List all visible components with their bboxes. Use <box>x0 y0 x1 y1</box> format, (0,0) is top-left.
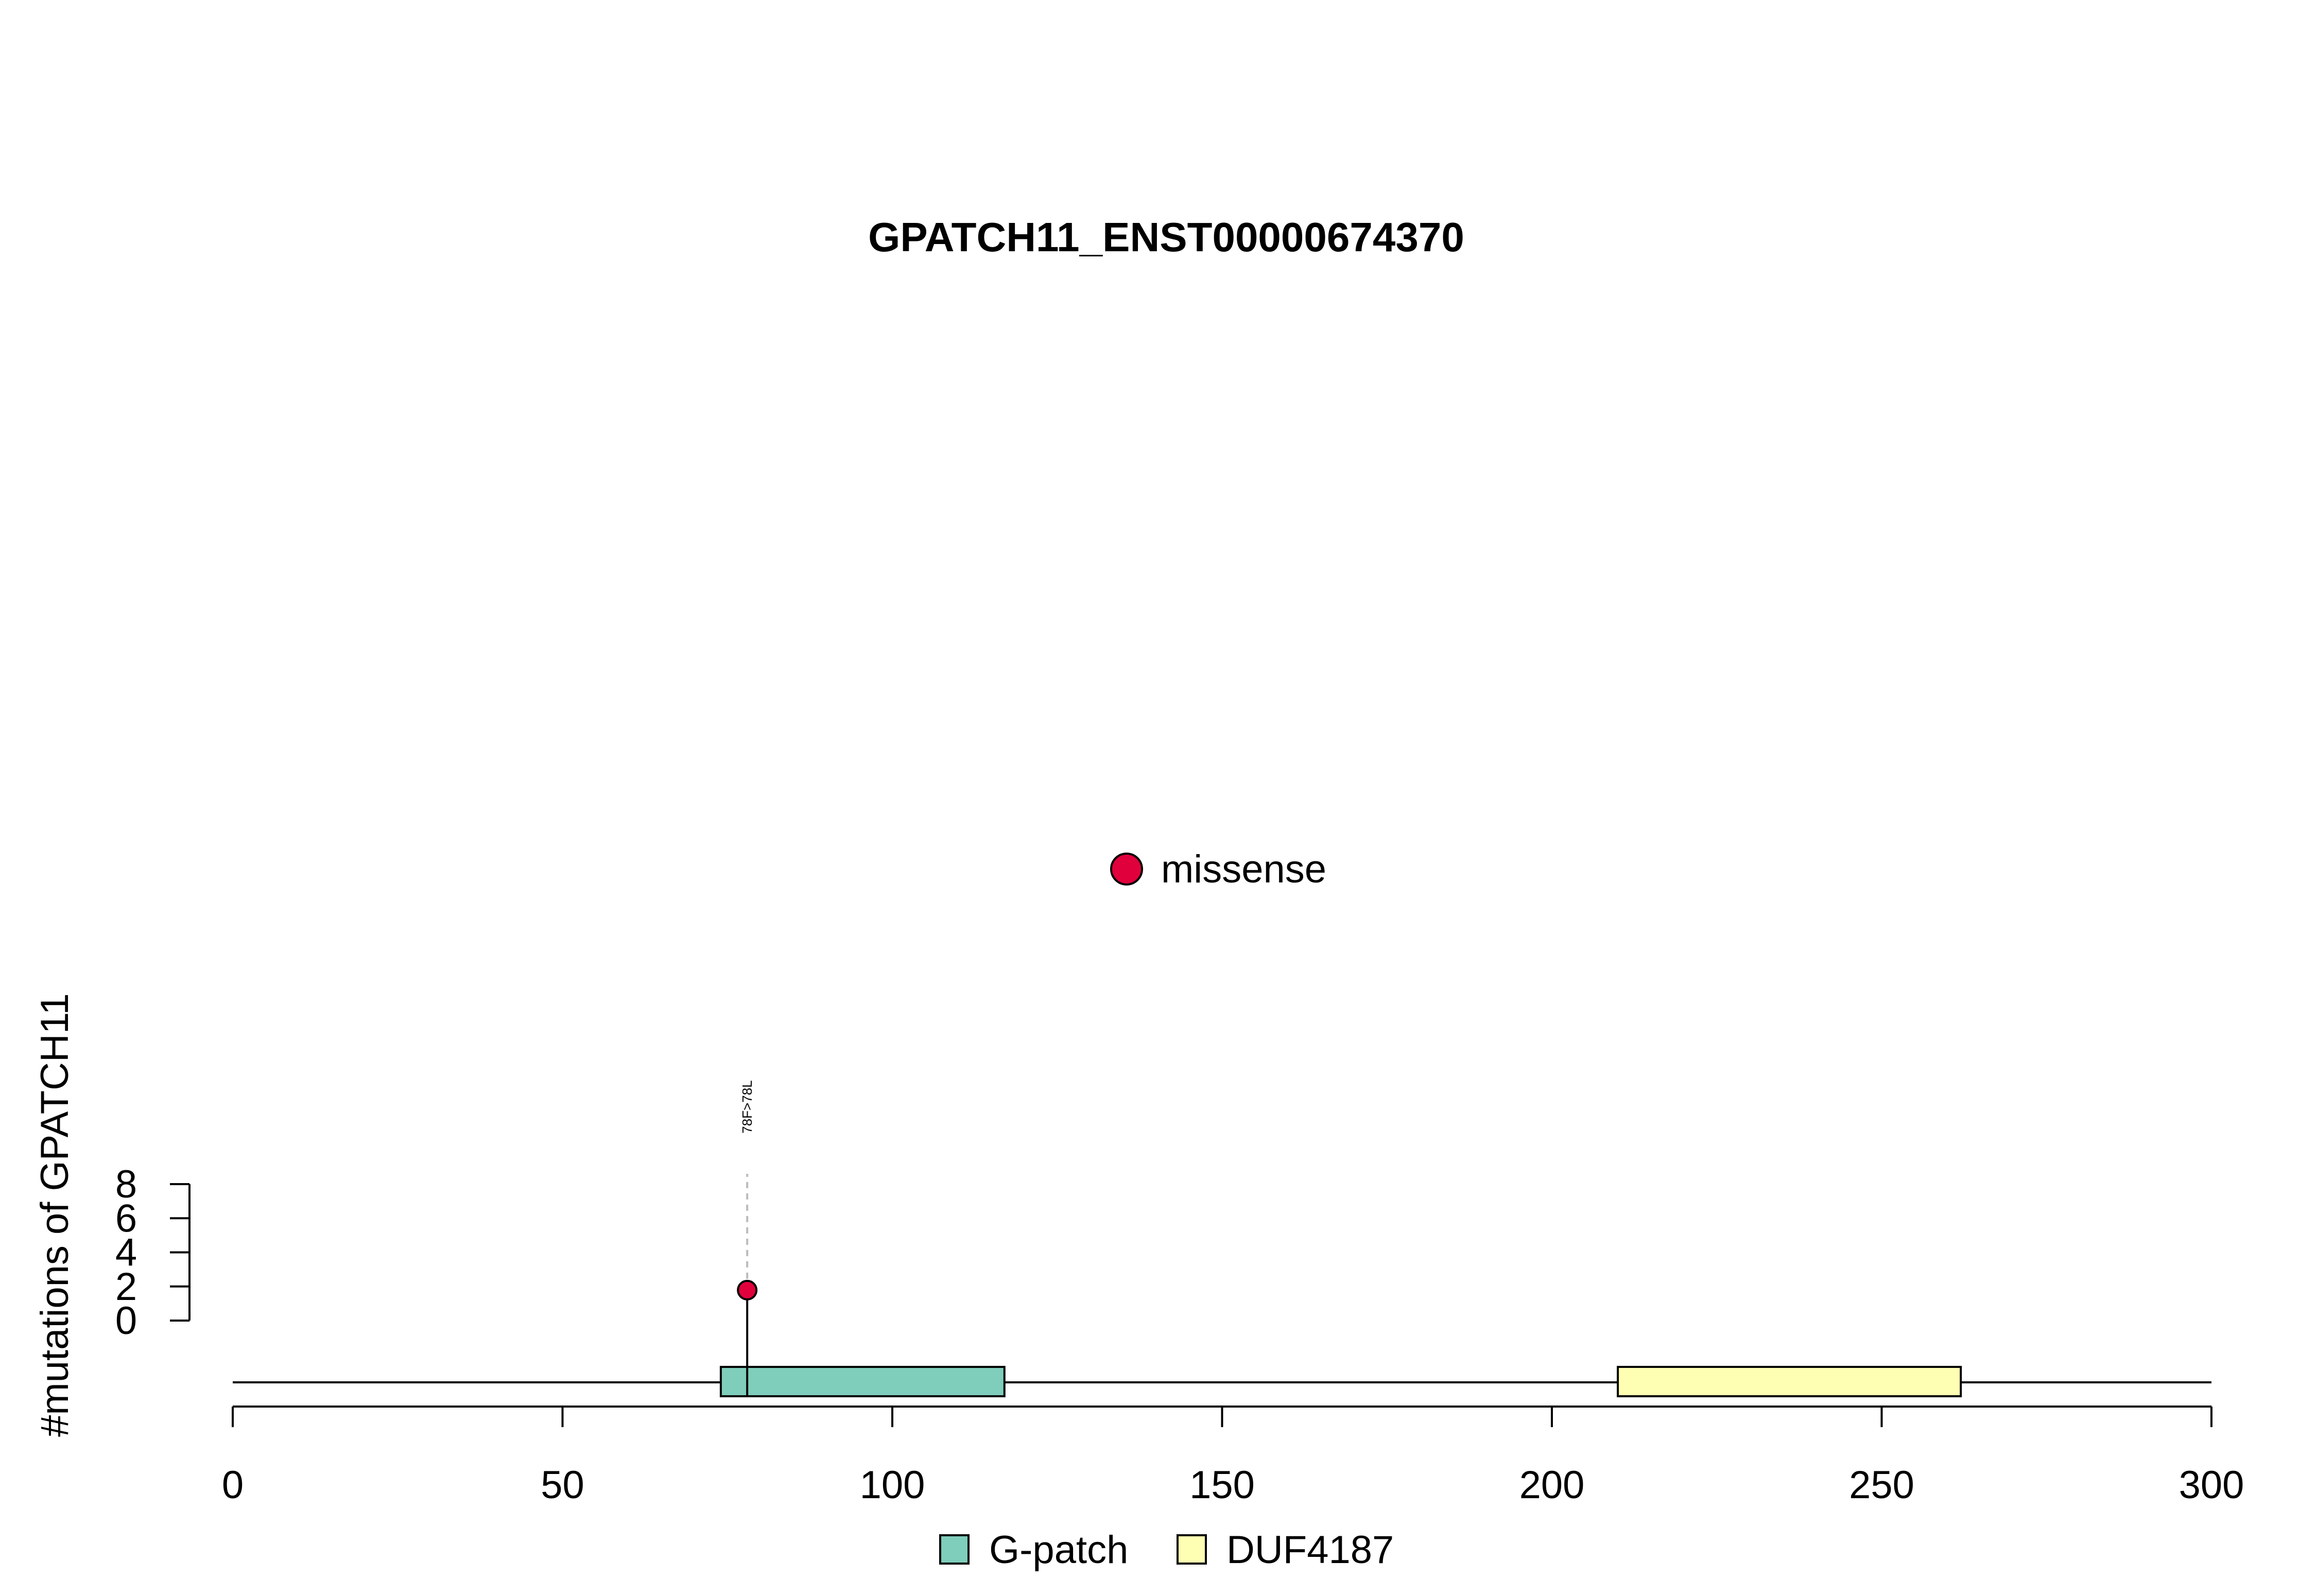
x-tick-label: 300 <box>2179 1463 2244 1507</box>
legend-g-patch-label: G-patch <box>989 1528 1128 1572</box>
domain-duf4187 <box>1617 1366 1962 1397</box>
y-tick-label: 4 <box>115 1231 137 1275</box>
x-axis: 0 50 100 150 200 250 300 <box>222 1406 2244 1507</box>
domain-legend: G-patch DUF4187 <box>939 1528 1394 1572</box>
legend-missense-marker <box>1110 853 1143 886</box>
x-tick-label: 100 <box>860 1463 925 1507</box>
y-axis-label: #mutations of GPATCH11 <box>33 993 77 1437</box>
legend-g-patch-swatch <box>939 1534 970 1565</box>
mutation-type-legend: missense <box>1110 847 1326 891</box>
y-tick-label: 8 <box>115 1163 137 1206</box>
chart-title: GPATCH11_ENST00000674370 <box>868 214 1464 260</box>
mutation-point <box>737 1279 758 1300</box>
legend-duf4187-swatch <box>1177 1534 1207 1565</box>
mutation-label: 78F>78L <box>739 1080 755 1133</box>
y-tick-label: 6 <box>115 1196 137 1240</box>
domain-g-patch <box>719 1366 1006 1397</box>
mutation-lollipops: 78F>78L <box>737 1080 758 1396</box>
x-tick-label: 0 <box>222 1463 244 1507</box>
x-tick-label: 200 <box>1519 1463 1585 1507</box>
legend-missense-label: missense <box>1161 847 1326 891</box>
legend-duf4187-label: DUF4187 <box>1226 1528 1394 1572</box>
x-tick-label: 150 <box>1189 1463 1255 1507</box>
y-tick-label: 0 <box>115 1299 137 1343</box>
y-tick-label: 2 <box>115 1265 137 1309</box>
x-tick-label: 250 <box>1849 1463 1914 1507</box>
x-tick-label: 50 <box>541 1463 584 1507</box>
domain-track <box>719 1366 1962 1397</box>
